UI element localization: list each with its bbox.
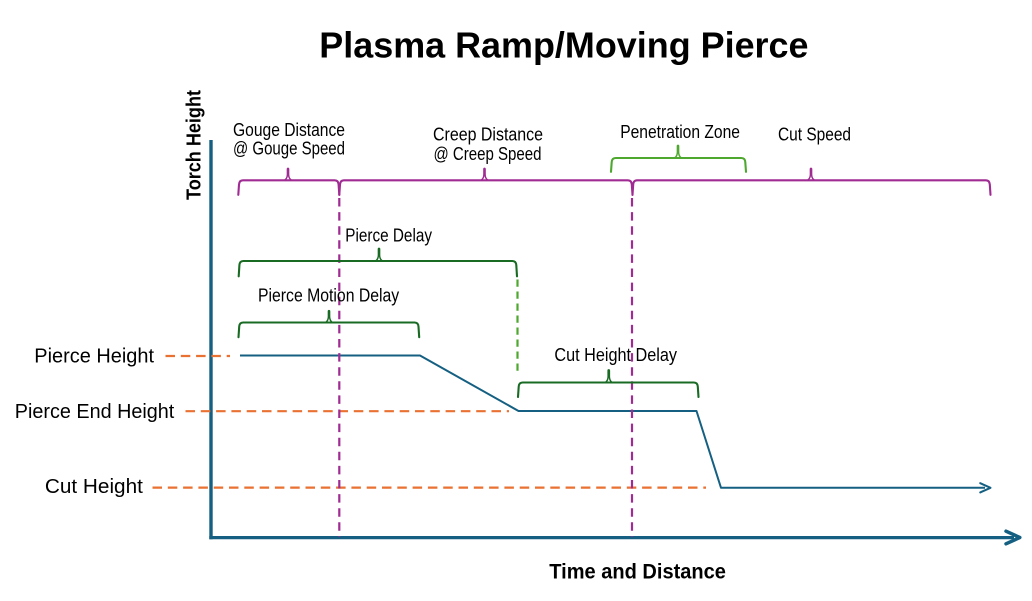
- svg-text:@ Creep Speed: @ Creep Speed: [434, 143, 542, 164]
- svg-text:Pierce Height: Pierce Height: [34, 345, 154, 367]
- svg-text:Penetration Zone: Penetration Zone: [620, 121, 740, 142]
- svg-text:Torch Height: Torch Height: [183, 90, 205, 200]
- svg-text:Gouge Distance: Gouge Distance: [233, 119, 345, 140]
- svg-text:Pierce Delay: Pierce Delay: [345, 224, 432, 245]
- svg-text:Time and Distance: Time and Distance: [549, 561, 726, 584]
- svg-text:Cut Height: Cut Height: [45, 476, 143, 498]
- svg-text:Pierce Motion Delay: Pierce Motion Delay: [258, 284, 400, 305]
- svg-text:@ Gouge Speed: @ Gouge Speed: [233, 138, 345, 159]
- svg-text:Plasma Ramp/Moving Pierce: Plasma Ramp/Moving Pierce: [319, 25, 808, 66]
- svg-text:Creep Distance: Creep Distance: [433, 124, 543, 145]
- svg-text:Cut Speed: Cut Speed: [778, 123, 851, 144]
- svg-text:Pierce End Height: Pierce End Height: [15, 401, 175, 423]
- svg-text:Cut Height Delay: Cut Height Delay: [554, 344, 677, 365]
